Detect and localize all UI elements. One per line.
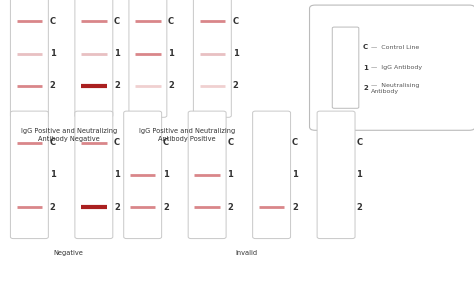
Text: C: C	[50, 138, 55, 147]
Text: 2: 2	[363, 85, 368, 91]
Text: —  IgG Antibody: — IgG Antibody	[371, 65, 422, 70]
Text: C: C	[363, 44, 368, 50]
FancyBboxPatch shape	[253, 111, 291, 239]
Text: 2: 2	[228, 202, 233, 212]
Text: 1: 1	[356, 170, 362, 179]
Text: 1: 1	[228, 170, 233, 179]
FancyBboxPatch shape	[193, 0, 231, 117]
Text: C: C	[50, 17, 55, 26]
Text: 1: 1	[292, 170, 298, 179]
FancyBboxPatch shape	[75, 111, 113, 239]
Text: 2: 2	[114, 202, 120, 212]
Text: C: C	[114, 138, 120, 147]
Text: 2: 2	[168, 81, 174, 90]
Text: C: C	[114, 17, 120, 26]
Text: C: C	[228, 138, 233, 147]
Text: 1: 1	[114, 49, 120, 58]
Text: —  Control Line: — Control Line	[371, 45, 419, 50]
FancyBboxPatch shape	[129, 0, 167, 117]
Text: 2: 2	[50, 202, 55, 212]
Text: IgG Positive and Neutralizing
Antibody Positive: IgG Positive and Neutralizing Antibody P…	[139, 128, 236, 142]
Text: IgG Positive and Neutralizing
Antibody Negative: IgG Positive and Neutralizing Antibody N…	[20, 128, 117, 142]
Text: 1: 1	[50, 49, 55, 58]
Text: 2: 2	[163, 202, 169, 212]
Text: 2: 2	[292, 202, 298, 212]
Text: C: C	[163, 138, 169, 147]
Text: 2: 2	[114, 81, 120, 90]
Text: C: C	[233, 17, 238, 26]
FancyBboxPatch shape	[124, 111, 162, 239]
Text: 1: 1	[163, 170, 169, 179]
Text: 1: 1	[233, 49, 238, 58]
Text: —  Neutralising
Antibody: — Neutralising Antibody	[371, 83, 419, 94]
Text: C: C	[292, 138, 298, 147]
Text: Invalid: Invalid	[236, 250, 257, 255]
Text: 2: 2	[50, 81, 55, 90]
Text: 2: 2	[233, 81, 238, 90]
FancyBboxPatch shape	[188, 111, 226, 239]
Text: C: C	[356, 138, 362, 147]
Text: 1: 1	[363, 65, 368, 71]
FancyBboxPatch shape	[317, 111, 355, 239]
Text: 1: 1	[168, 49, 174, 58]
FancyBboxPatch shape	[10, 111, 48, 239]
FancyBboxPatch shape	[332, 27, 359, 108]
Text: 1: 1	[114, 170, 120, 179]
Text: Negative: Negative	[54, 250, 84, 255]
FancyBboxPatch shape	[310, 5, 474, 130]
Text: 1: 1	[50, 170, 55, 179]
FancyBboxPatch shape	[10, 0, 48, 117]
Text: 2: 2	[356, 202, 362, 212]
FancyBboxPatch shape	[75, 0, 113, 117]
Text: C: C	[168, 17, 174, 26]
